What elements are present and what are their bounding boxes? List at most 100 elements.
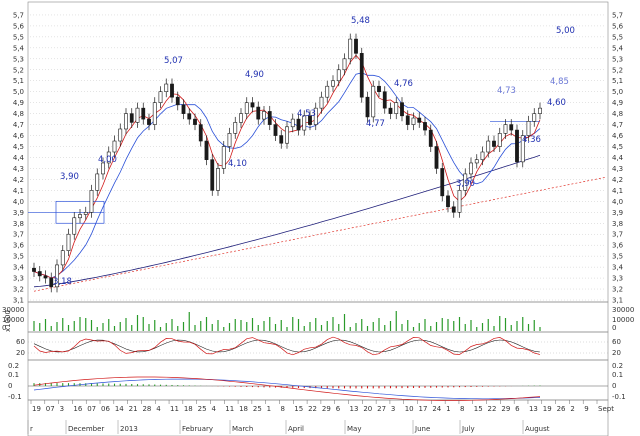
- x-month-label: December: [68, 425, 104, 433]
- x-month-label: April: [288, 425, 304, 433]
- y-tick-label-right: 4,6: [612, 132, 624, 140]
- candle-body: [55, 264, 59, 288]
- candle-body: [83, 211, 88, 215]
- x-day-label: 8: [460, 405, 464, 413]
- y-tick-label-left: 5,6: [13, 22, 25, 30]
- candle-body: [486, 140, 491, 153]
- x-day-label: 4: [211, 405, 216, 413]
- candle-body: [515, 129, 519, 163]
- x-month-label: 2013: [120, 425, 138, 433]
- candle-body: [106, 151, 111, 164]
- candle-body: [129, 113, 134, 123]
- candle-body: [164, 83, 169, 93]
- y-tick-label-left: 5,3: [13, 55, 24, 63]
- macd-tick-label-right: 0.2: [612, 362, 623, 370]
- y-tick-label-left: 4,6: [13, 132, 25, 140]
- x-day-label: 25: [198, 405, 207, 413]
- y-tick-label-right: 4,9: [612, 99, 623, 107]
- macd-panel-frame: [27, 359, 609, 401]
- x-day-label: 8: [280, 405, 284, 413]
- candle-body: [256, 106, 261, 120]
- osc-signal-line: [33, 339, 541, 353]
- candle-body: [204, 140, 209, 160]
- y-tick-label-left: 4,3: [13, 165, 24, 173]
- candle-body: [359, 53, 364, 98]
- y-tick-label-right: 3,8: [612, 220, 623, 228]
- volume-tick-label-left: 10000: [2, 316, 24, 324]
- candle-body: [296, 118, 301, 131]
- candle-body: [244, 102, 249, 114]
- x-day-label: 1: [446, 405, 450, 413]
- y-tick-label-left: 4,8: [13, 110, 24, 118]
- candle-body: [428, 129, 433, 147]
- price-annotation: 3,90: [456, 179, 475, 189]
- price-annotation: 4,85: [550, 77, 569, 87]
- x-day-label: 13: [350, 405, 359, 413]
- candle-body: [325, 85, 330, 98]
- y-tick-label-left: 3,8: [13, 220, 24, 228]
- x-day-label: 14: [115, 405, 124, 413]
- y-tick-label-left: 4,4: [13, 154, 25, 162]
- candle-body: [440, 168, 445, 197]
- x-month-label: March: [232, 425, 253, 433]
- volume-tick-label-left: 30000: [2, 306, 24, 314]
- candle-body: [538, 107, 542, 114]
- x-day-label: 10: [405, 405, 414, 413]
- date-strip-frame: [27, 399, 609, 436]
- x-day-label: 18: [239, 405, 248, 413]
- y-tick-label-left: 3,2: [13, 286, 24, 294]
- x-day-label: 18: [184, 405, 193, 413]
- x-day-label: 1: [267, 405, 271, 413]
- candle-body: [170, 83, 174, 98]
- candle-body: [273, 124, 278, 136]
- x-day-label: 19: [543, 405, 552, 413]
- candle-body: [152, 102, 157, 125]
- volume-axis-label: x1000: [4, 310, 12, 332]
- candle-body: [112, 140, 117, 153]
- x-day-label: 9: [584, 405, 588, 413]
- price-annotation: 4,00: [98, 155, 117, 165]
- x-day-label: 22: [488, 405, 497, 413]
- trendline: [33, 176, 607, 292]
- price-annotation: 4,36: [522, 135, 541, 145]
- candle-body: [135, 107, 140, 123]
- x-day-label: Sept: [598, 405, 614, 413]
- y-tick-label-right: 4,1: [612, 187, 623, 195]
- x-day-label: 2: [570, 405, 574, 413]
- y-tick-label-right: 3,4: [612, 264, 624, 272]
- candle-body: [198, 124, 203, 142]
- y-tick-label-right: 3,5: [612, 253, 623, 261]
- y-tick-label-left: 3,4: [13, 264, 25, 272]
- candle-body: [388, 107, 393, 114]
- candle-body: [302, 115, 307, 131]
- candle-body: [227, 133, 232, 147]
- price-annotation: 4,73: [497, 86, 516, 96]
- y-tick-label-right: 4,4: [612, 154, 624, 162]
- macd-tick-label-left: 0.2: [8, 362, 19, 370]
- y-tick-label-right: 5,2: [612, 66, 623, 74]
- y-tick-label-right: 4,7: [612, 121, 623, 129]
- y-tick-label-left: 5,2: [13, 66, 24, 74]
- y-tick-label-right: 4,3: [612, 165, 623, 173]
- candle-body: [382, 91, 387, 109]
- x-day-label: 29: [501, 405, 510, 413]
- y-tick-label-left: 5,4: [13, 44, 25, 52]
- x-day-label: 22: [308, 405, 317, 413]
- candle-body: [233, 122, 238, 134]
- candle-body: [32, 267, 36, 272]
- candle-body: [492, 140, 496, 147]
- price-annotation: 4,53: [297, 109, 316, 119]
- y-tick-label-left: 3,7: [13, 231, 24, 239]
- y-tick-label-right: 3,2: [612, 286, 623, 294]
- candle-body: [348, 38, 353, 60]
- candle-body: [267, 111, 272, 125]
- candle-body: [520, 135, 525, 163]
- candle-body: [400, 102, 404, 117]
- y-tick-label-right: 5,4: [612, 44, 624, 52]
- y-tick-label-left: 3,1: [13, 297, 24, 305]
- price-annotation: 4,10: [228, 159, 247, 169]
- candle-body: [377, 85, 381, 93]
- candle-body: [411, 117, 416, 125]
- volume-tick-label-right: 10000: [612, 316, 634, 324]
